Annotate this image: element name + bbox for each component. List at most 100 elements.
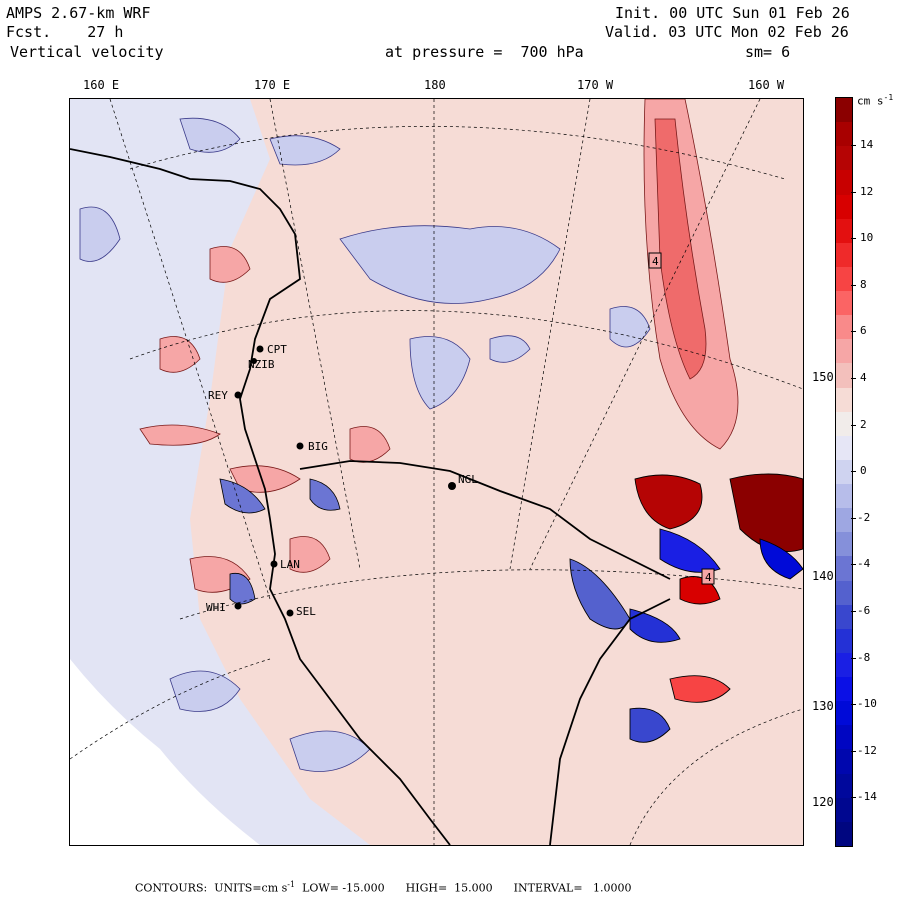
- blue-contours-north: [79, 117, 651, 772]
- colorbar-segment: [836, 508, 852, 533]
- pressure-level: at pressure = 700 hPa: [385, 43, 584, 61]
- contours-label: CONTOURS:: [135, 881, 208, 895]
- stations: CPT NZIB REY BIG NGL LAN WHI SEL: [206, 343, 478, 618]
- colorbar-tick-label: 6: [860, 324, 867, 338]
- colorbar-tick-mark: [851, 517, 856, 519]
- colorbar-tick-mark: [851, 191, 856, 193]
- colorbar-tick-label: -14: [857, 790, 877, 804]
- colorbar-segment: [836, 146, 852, 171]
- colorbar-segment: [836, 725, 852, 750]
- colorbar-segment: [836, 411, 852, 437]
- units-label: UNITS=cm s: [214, 881, 288, 895]
- station-cpt: CPT: [256, 343, 287, 356]
- colorbar-segment: [836, 98, 852, 123]
- svg-text:BIG: BIG: [308, 440, 328, 453]
- high-marker-north: 4: [648, 252, 662, 269]
- colorbar-tick-label: -12: [857, 743, 877, 757]
- svg-text:CPT: CPT: [267, 343, 287, 356]
- colorbar-tick-mark: [851, 657, 856, 659]
- colorbar-segment: [836, 604, 852, 630]
- blue-patches-west: [219, 478, 341, 605]
- colorbar-segment: [836, 218, 852, 244]
- colorbar-units: cm s-1: [857, 93, 893, 108]
- station-big: BIG: [296, 440, 328, 453]
- red-streak: [643, 99, 739, 450]
- colorbar-tick-label: 14: [860, 138, 874, 151]
- colorbar-tick-label: 10: [860, 231, 874, 245]
- colorbar-segment: [836, 387, 852, 413]
- colorbar-tick-mark: [851, 797, 856, 799]
- colorbar: [835, 97, 853, 847]
- colorbar-units-text: cm s: [857, 94, 884, 108]
- svg-text:4: 4: [705, 571, 712, 584]
- colorbar-tick-mark: [851, 471, 856, 473]
- colorbar-segment: [836, 580, 852, 606]
- svg-text:WHI: WHI: [206, 601, 226, 614]
- station-lan: LAN: [270, 558, 300, 571]
- colorbar-segment: [836, 170, 852, 195]
- colorbar-tick-label: 2: [860, 417, 867, 431]
- colorbar-segment: [836, 194, 852, 220]
- colorbar-segment: [836, 122, 852, 147]
- colorbar-segment: [836, 797, 852, 823]
- colorbar-tick-label: -6: [857, 604, 871, 617]
- colorbar-tick-mark: [851, 611, 856, 612]
- svg-text:LAN: LAN: [280, 558, 300, 571]
- colorbar-tick-mark: [851, 704, 856, 706]
- colorbar-tick-label: 8: [860, 277, 867, 291]
- colorbar-segment: [836, 291, 852, 316]
- colorbar-tick-label: -2: [857, 510, 871, 524]
- colorbar-segment: [836, 484, 852, 509]
- station-rey: REY: [208, 389, 242, 402]
- colorbar-segment: [836, 749, 852, 775]
- colorbar-segment: [836, 773, 852, 799]
- colorbar-tick-label: 4: [860, 371, 867, 384]
- colorbar-segment: [836, 315, 852, 340]
- colorbar-segment: [836, 556, 852, 582]
- colorbar-segment: [836, 242, 852, 268]
- blue-region-west: [70, 99, 370, 845]
- colorbar-tick-mark: [851, 378, 856, 379]
- lon-label-160e: 160 E: [83, 78, 120, 92]
- strong-cells-east: [569, 473, 803, 743]
- colorbar-tick-label: -8: [857, 650, 871, 664]
- colorbar-segment: [836, 652, 852, 678]
- station-whi: WHI: [206, 601, 242, 614]
- svg-text:SEL: SEL: [296, 605, 316, 618]
- colorbar-tick-mark: [851, 331, 856, 333]
- graticule: [70, 99, 803, 845]
- colorbar-tick-mark: [851, 238, 856, 240]
- colorbar-tick-mark: [851, 284, 856, 286]
- low-value: LOW= -15.000: [302, 881, 385, 895]
- valid-time: Valid. 03 UTC Mon 02 Feb 26: [605, 23, 849, 41]
- station-nzib: NZIB: [248, 358, 275, 371]
- map-panel: CPT NZIB REY BIG NGL LAN WHI SEL 4 4: [69, 98, 804, 846]
- interval-value: INTERVAL= 1.0000: [513, 881, 632, 895]
- forecast-hour: Fcst. 27 h: [6, 23, 124, 41]
- high-value: HIGH= 15.000: [405, 881, 493, 895]
- off-domain-corner: [70, 659, 260, 845]
- station-ngl: NGL: [448, 473, 478, 490]
- colorbar-tick-mark: [851, 564, 856, 566]
- lon-label-170w: 170 W: [577, 78, 614, 92]
- colorbar-tick-mark: [851, 145, 856, 146]
- colorbar-tick-label: 0: [860, 464, 867, 478]
- colorbar-segment: [836, 677, 852, 702]
- colorbar-segment: [836, 532, 852, 557]
- colorbar-segment: [836, 435, 852, 461]
- colorbar-units-exp: -1: [883, 93, 894, 102]
- svg-text:NZIB: NZIB: [248, 358, 275, 371]
- colorbar-segment: [836, 821, 852, 847]
- lon-label-170e: 170 E: [254, 78, 291, 92]
- colorbar-tick-mark: [851, 424, 856, 426]
- colorbar-segment: [836, 339, 852, 364]
- svg-text:4: 4: [652, 255, 659, 268]
- units-exp: -1: [287, 880, 296, 889]
- colorbar-segment: [836, 459, 852, 485]
- station-sel: SEL: [286, 605, 316, 618]
- colorbar-tick-label: -4: [857, 557, 871, 571]
- model-title: AMPS 2.67-km WRF: [6, 4, 151, 22]
- red-patches-west: [139, 246, 391, 593]
- field-name: Vertical velocity: [10, 43, 164, 61]
- smoothing: sm= 6: [745, 43, 791, 61]
